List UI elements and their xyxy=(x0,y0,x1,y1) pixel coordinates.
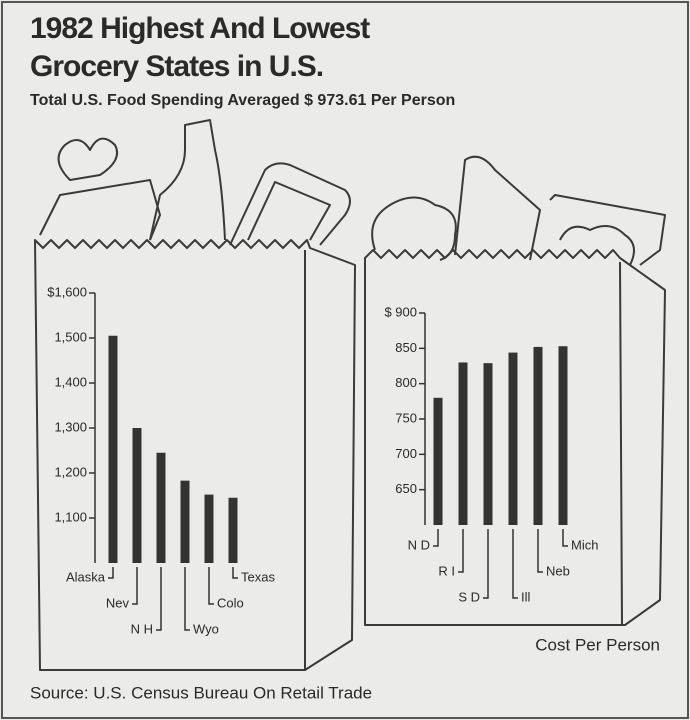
bar xyxy=(204,494,214,563)
illustration xyxy=(34,119,666,671)
leader-line xyxy=(132,567,138,605)
x-tick-label: Nev xyxy=(106,595,130,610)
x-tick-label: S D xyxy=(458,589,480,604)
chart-subtitle: Total U.S. Food Spending Averaged $ 973.… xyxy=(30,92,455,109)
y-tick-label: 1,200 xyxy=(54,464,87,479)
x-tick-label: Colo xyxy=(217,595,244,610)
bar xyxy=(108,335,118,563)
leader-line xyxy=(512,529,518,599)
y-tick-label: $ 900 xyxy=(384,304,417,319)
y-tick-label: 650 xyxy=(395,481,417,496)
y-tick-label: 1,400 xyxy=(54,374,87,389)
bar xyxy=(458,362,468,525)
x-tick-label: Ill xyxy=(521,589,531,604)
leader-line xyxy=(184,567,190,631)
bar xyxy=(228,497,238,563)
leader-line xyxy=(208,567,214,605)
chart-title: 1982 Highest And Lowest xyxy=(30,12,370,45)
x-tick-label: Neb xyxy=(546,563,570,578)
leader-line xyxy=(232,567,238,579)
y-tick-label: 1,100 xyxy=(54,509,87,524)
leader-line xyxy=(156,567,162,631)
bar xyxy=(558,346,568,525)
bar xyxy=(433,397,443,525)
y-tick-label: 750 xyxy=(395,410,417,425)
bar xyxy=(132,428,142,563)
x-tick-label: N H xyxy=(131,621,153,636)
y-tick-label: $1,600 xyxy=(47,284,87,299)
source: Source: U.S. Census Bureau On Retail Tra… xyxy=(30,683,372,702)
leader-line xyxy=(562,529,568,547)
leader-line xyxy=(537,529,543,573)
x-tick-label: Alaska xyxy=(66,569,106,584)
x-tick-label: Texas xyxy=(241,569,275,584)
x-tick-label: R I xyxy=(438,563,455,578)
bar xyxy=(156,452,166,563)
chart-title: Grocery States in U.S. xyxy=(30,50,323,83)
bar xyxy=(508,352,518,525)
x-tick-label: Mich xyxy=(571,537,598,552)
leader-line xyxy=(108,567,114,579)
leader-line xyxy=(458,529,464,573)
x-tick-label: Wyo xyxy=(193,621,219,636)
y-tick-label: 1,300 xyxy=(54,419,87,434)
y-tick-label: 700 xyxy=(395,446,417,461)
axis-note: Cost Per Person xyxy=(535,635,660,654)
y-tick-label: 1,500 xyxy=(54,329,87,344)
bar xyxy=(180,480,190,563)
x-tick-label: N D xyxy=(408,537,430,552)
bar xyxy=(483,363,493,525)
leader-line xyxy=(483,529,489,599)
y-tick-label: 850 xyxy=(395,340,417,355)
leader-line xyxy=(433,529,439,547)
y-tick-label: 800 xyxy=(395,375,417,390)
bar xyxy=(533,346,543,525)
